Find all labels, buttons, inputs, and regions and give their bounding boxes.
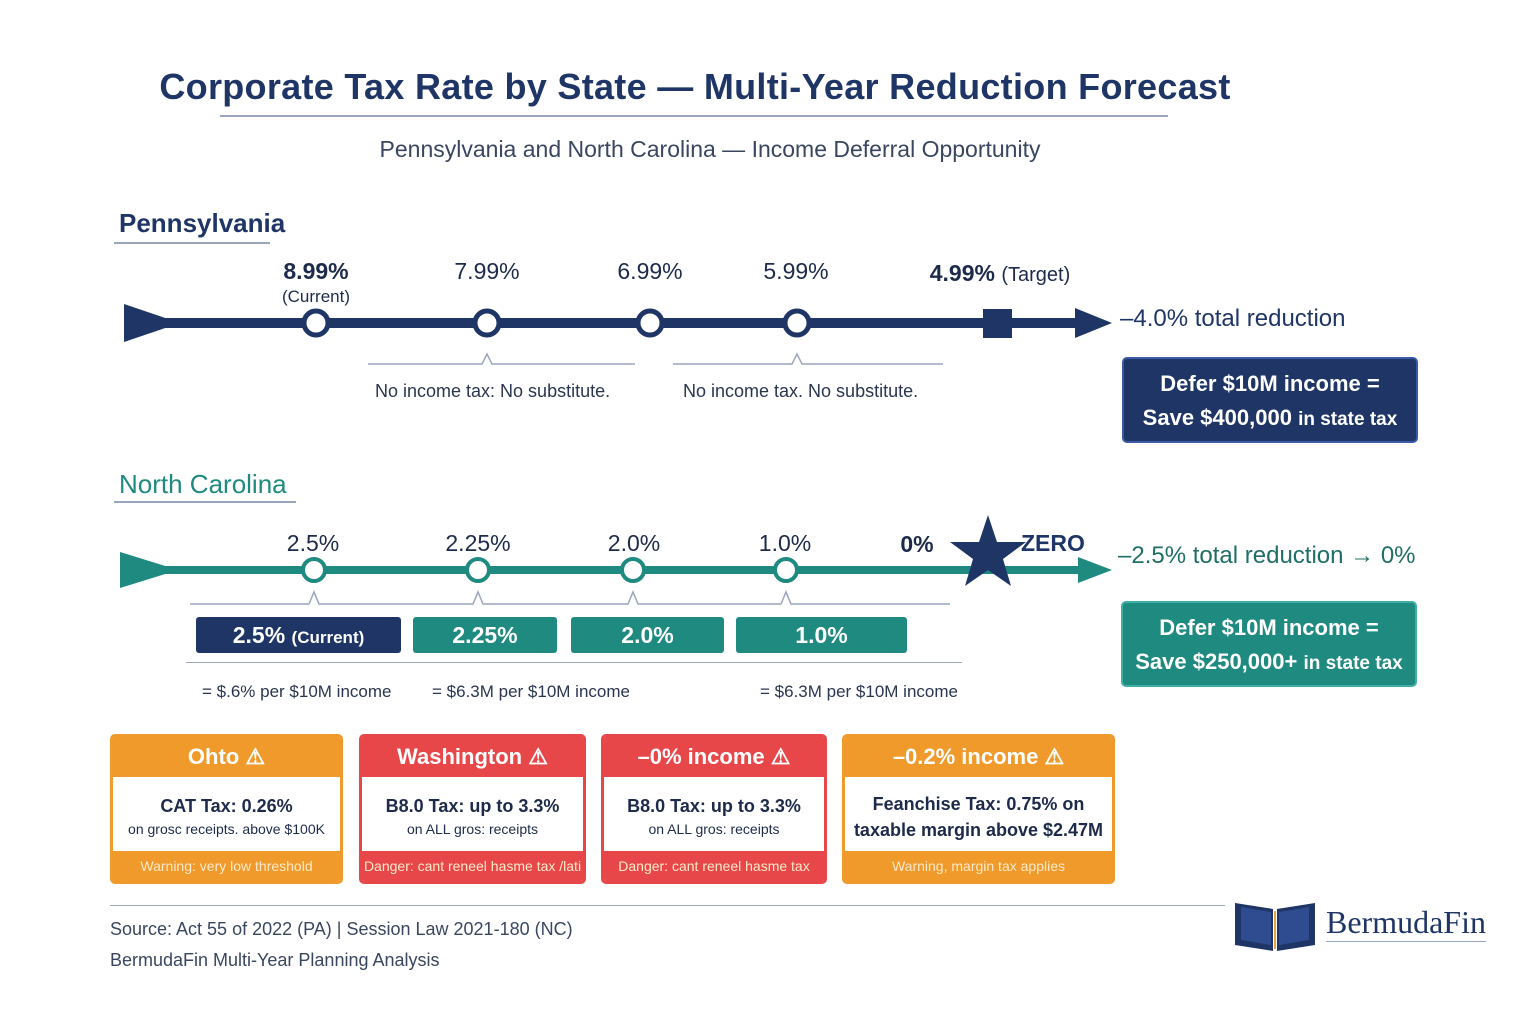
card-title: Ohto ⚠ <box>113 737 340 777</box>
nc-step-marker <box>465 557 491 583</box>
nc-zero-label: ZERO <box>1021 530 1085 556</box>
nc-per-income-note: = $6.3M per $10M income <box>432 682 630 701</box>
nc-step-label: 0% <box>900 531 934 557</box>
page-title: Corporate Tax Rate by State — Multi-Year… <box>159 66 1231 107</box>
pa-target-marker <box>983 309 1012 338</box>
card-sub: on ALL gros: receipts <box>648 821 780 837</box>
nc-rate-pill: 2.25% <box>413 617 557 653</box>
card-footer: Warning: very low threshold <box>113 851 340 881</box>
pa-step-marker <box>635 308 665 338</box>
nc-savings-callout: Defer $10M income = Save $250,000+ in st… <box>1121 601 1417 687</box>
nc-step-marker <box>301 557 327 583</box>
nc-per-income-note: = $6.3M per $10M income <box>760 682 958 701</box>
card-main: B8.0 Tax: up to 3.3% <box>627 796 801 816</box>
star-icon <box>950 515 1026 586</box>
state-warning-card: –0% income ⚠ B8.0 Tax: up to 3.3% on ALL … <box>601 734 827 884</box>
state-warning-card: –0.2% income ⚠ Feanchise Tax: 0.75% on ta… <box>842 734 1115 884</box>
state-warning-card: Ohto ⚠ CAT Tax: 0.26% on grosc receipts. … <box>110 734 343 884</box>
nc-step-marker <box>620 557 646 583</box>
nc-rate-pill: 2.0% <box>571 617 724 653</box>
card-footer: Danger: cant reneel hasme tax /lati <box>362 851 583 881</box>
logo-text: BermudaFin <box>1326 904 1486 942</box>
nc-bracket <box>190 590 950 605</box>
pa-timeline-end-arrow <box>1075 308 1112 338</box>
open-book-icon <box>1235 903 1315 951</box>
nc-timeline <box>120 515 1112 605</box>
pa-step-marker <box>301 308 331 338</box>
nc-heading: North Carolina <box>119 469 287 499</box>
card-main: CAT Tax: 0.26% <box>160 796 293 816</box>
pa-total-reduction: –4.0% total reduction <box>1120 305 1346 332</box>
card-footer: Warning, margin tax applies <box>845 851 1112 881</box>
nc-heading-rule <box>114 501 296 503</box>
pa-step-label: 8.99% (Current) <box>281 258 351 306</box>
analysis-note: BermudaFin Multi-Year Planning Analysis <box>110 950 440 970</box>
pa-bracket-note: No income tax. No substitute. <box>683 381 919 401</box>
pa-savings-callout: Defer $10M income = Save $400,000 in sta… <box>1122 357 1418 443</box>
pa-step-label: 7.99% <box>454 258 520 284</box>
nc-step-label: 2.5% <box>286 530 340 556</box>
card-main: Feanchise Tax: 0.75% on <box>872 794 1085 814</box>
nc-rate-pill-current: 2.5% (Current) <box>196 617 401 653</box>
nc-pill-divider <box>186 662 962 663</box>
pa-timeline-start-arrow <box>124 304 180 342</box>
card-main: B8.0 Tax: up to 3.3% <box>385 796 560 816</box>
pa-timeline-line <box>160 318 1080 328</box>
title-divider <box>220 115 1168 117</box>
pa-step-marker <box>782 308 812 338</box>
card-title: Washington ⚠ <box>362 737 583 777</box>
card-title: –0% income ⚠ <box>604 737 824 777</box>
nc-step-label: 2.0% <box>607 530 661 556</box>
pa-step-marker <box>472 308 502 338</box>
nc-step-label: 2.25% <box>445 530 511 556</box>
page-subtitle: Pennsylvania and North Carolina — Income… <box>379 136 1041 162</box>
nc-total-reduction: –2.5% total reduction → 0% <box>1118 542 1416 569</box>
pa-heading: Pennsylvania <box>119 208 286 238</box>
source-note: Source: Act 55 of 2022 (PA) | Session La… <box>110 919 573 939</box>
card-footer: Danger: cant reneel hasme tax /labe <box>604 851 824 881</box>
pa-step-label: 5.99% <box>763 258 829 284</box>
nc-step-label: 1.0% <box>758 530 812 556</box>
pa-step-label: 6.99% <box>617 258 683 284</box>
nc-rate-pill: 1.0% <box>736 617 907 653</box>
pa-timeline <box>124 304 1112 365</box>
card-sub: taxable margin above $2.47M <box>853 820 1104 840</box>
pa-bracket <box>368 352 635 365</box>
nc-step-marker <box>773 557 799 583</box>
pa-bracket-note: No income tax: No substitute. <box>375 381 611 401</box>
pa-heading-rule <box>114 242 270 244</box>
footer-divider <box>110 905 1225 906</box>
pa-step-label: 4.99% (Target) <box>929 260 1071 286</box>
nc-per-income-note: = $.6% per $10M income <box>202 682 392 701</box>
nc-timeline-start-arrow <box>120 552 178 588</box>
state-warning-card: Washington ⚠ B8.0 Tax: up to 3.3% on ALL … <box>359 734 586 884</box>
nc-timeline-end-arrow <box>1078 557 1112 583</box>
card-sub: on ALL gros: receipts <box>406 821 538 837</box>
card-sub: on grosc receipts. above $100K <box>128 821 325 837</box>
card-title: –0.2% income ⚠ <box>845 737 1112 777</box>
pa-bracket <box>673 352 943 365</box>
